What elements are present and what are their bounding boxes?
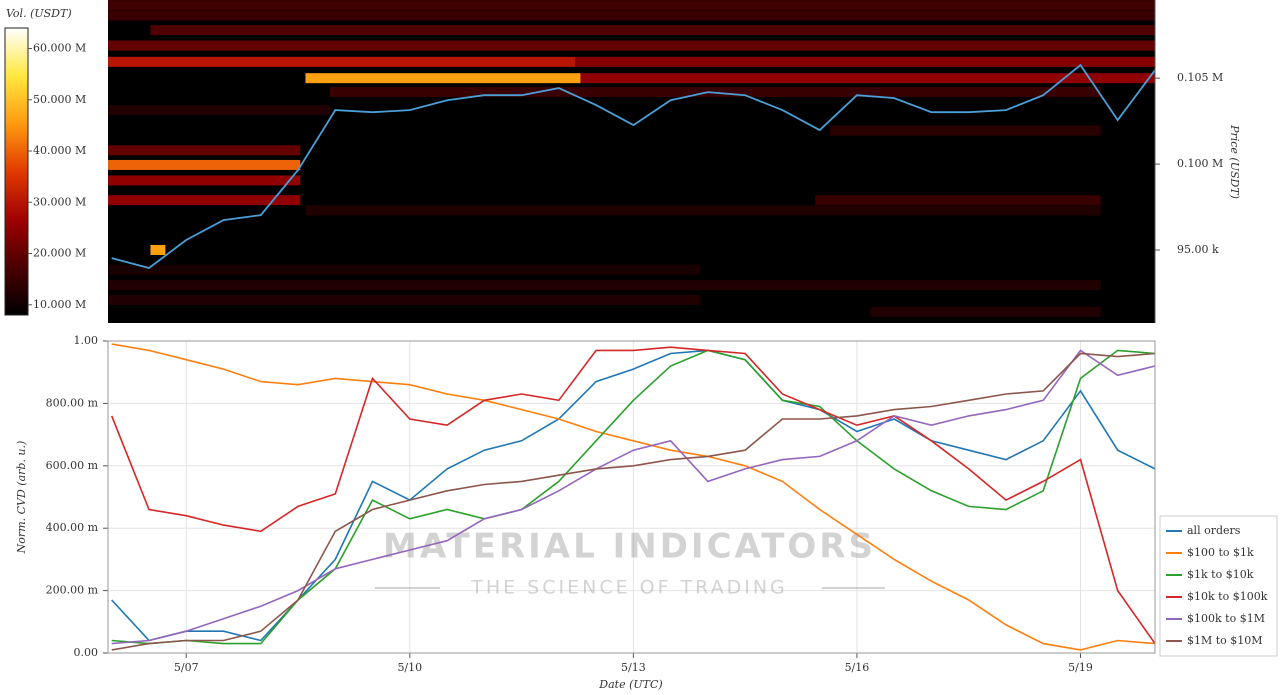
colorbar-label: Vol. (USDT) xyxy=(6,7,72,20)
watermark-title: MATERIAL INDICATORS xyxy=(383,527,876,567)
heatmap-band xyxy=(815,195,1101,206)
y-tick-label: 1.00 xyxy=(74,334,99,347)
heatmap-band xyxy=(108,10,1155,21)
watermark-subtitle: THE SCIENCE OF TRADING xyxy=(470,577,788,599)
series-line xyxy=(111,349,1156,645)
legend-label: $100k to $1M xyxy=(1187,612,1265,625)
heatmap-band xyxy=(108,264,701,275)
colorbar-tick-label: 60.000 M xyxy=(33,42,86,55)
heatmap-band xyxy=(580,73,1155,84)
heatmap-band xyxy=(108,280,1101,291)
heatmap-band xyxy=(305,73,581,84)
y-tick-label: 0.105 M xyxy=(1177,71,1223,84)
x-tick-label: 5/13 xyxy=(621,661,646,674)
x-tick-label: 5/16 xyxy=(845,661,870,674)
series-line xyxy=(110,346,1156,645)
legend-label: all orders xyxy=(1187,524,1241,537)
heatmap-band xyxy=(830,125,1101,136)
colorbar-tick-label: 20.000 M xyxy=(33,247,86,260)
heatmap-band xyxy=(108,294,701,305)
legend-label: $1k to $10k xyxy=(1187,568,1254,581)
y-tick-label: 0.100 M xyxy=(1177,157,1223,170)
colorbar-tick-label: 30.000 M xyxy=(33,195,86,208)
series-line xyxy=(111,343,1156,651)
x-tick-label: 5/19 xyxy=(1068,661,1093,674)
legend-label: $100 to $1k xyxy=(1187,546,1254,559)
y-tick-label: 600.00 m xyxy=(46,459,99,472)
y-tick-label: 400.00 m xyxy=(46,521,99,534)
heatmap-band xyxy=(108,159,301,170)
y-axis-label: Norm. CVD (arb. u.) xyxy=(15,441,28,555)
heatmap-band xyxy=(108,104,331,115)
heatmap-band xyxy=(108,145,301,156)
heatmap-band xyxy=(150,244,166,255)
x-tick-label: 5/07 xyxy=(174,661,199,674)
heatmap-band xyxy=(108,40,1155,51)
heatmap-band xyxy=(108,195,301,206)
price-line xyxy=(111,63,1155,269)
x-axis-label: Date (UTC) xyxy=(598,678,662,691)
y-tick-label: 800.00 m xyxy=(46,396,99,409)
plot-frame xyxy=(107,340,1156,654)
colorbar-tick-label: 40.000 M xyxy=(33,144,86,157)
y-tick-label: 0.00 xyxy=(74,646,99,659)
legend-label: $1M to $10M xyxy=(1187,634,1263,647)
colorbar-tick-label: 10.000 M xyxy=(33,298,86,311)
colorbar-tick-label: 50.000 M xyxy=(33,93,86,106)
heatmap-band xyxy=(108,56,576,67)
heatmap-layer xyxy=(108,0,1155,317)
heatmap-band xyxy=(150,25,1155,36)
y-axis-label: Price (USDT) xyxy=(1228,124,1241,199)
y-tick-label: 200.00 m xyxy=(46,584,99,597)
plot-area xyxy=(107,340,1156,654)
heatmap-band xyxy=(575,56,1155,67)
legend-label: $10k to $100k xyxy=(1187,590,1268,603)
x-tick-label: 5/10 xyxy=(397,661,422,674)
series-line xyxy=(111,352,1156,651)
heatmap-band xyxy=(108,175,301,186)
heatmap-band xyxy=(305,205,1101,216)
heatmap-band xyxy=(108,0,1155,11)
legend-box xyxy=(1159,515,1278,657)
series-line xyxy=(111,349,1156,645)
y-tick-label: 95.00 k xyxy=(1177,243,1219,256)
colorbar xyxy=(4,27,29,316)
heatmap-band xyxy=(870,306,1101,317)
